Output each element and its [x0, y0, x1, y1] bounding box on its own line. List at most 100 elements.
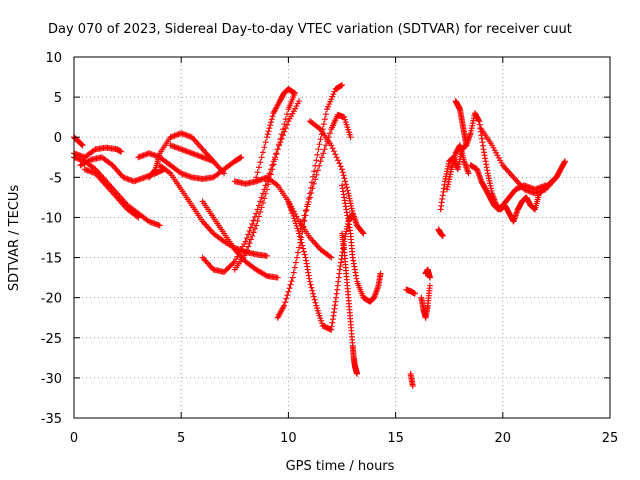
data-point-interp [506, 169, 513, 176]
data-point-interp [326, 253, 333, 260]
data-point-interp [222, 267, 229, 274]
data-point [118, 148, 125, 155]
data-point [296, 230, 303, 237]
data-point-interp [308, 189, 315, 196]
data-point-interp [203, 222, 210, 229]
data-point-interp [509, 172, 516, 179]
data-point-interp [332, 151, 339, 158]
data-point-interp [310, 180, 317, 187]
data-point-interp [258, 194, 265, 201]
data-point-interp [513, 177, 520, 184]
data-point-interp [207, 263, 214, 270]
data-point-interp [337, 163, 344, 170]
data-point-interp [302, 207, 309, 214]
data-point-interp [202, 257, 209, 264]
data-point-interp [196, 143, 203, 150]
data-point [263, 252, 270, 259]
x-tick-label: 0 [70, 431, 78, 446]
data-point-interp [246, 240, 253, 247]
data-point-interp [85, 158, 92, 165]
data-point-interp [301, 217, 308, 224]
data-point [263, 134, 270, 141]
data-point [360, 230, 367, 237]
data-point-interp [514, 178, 521, 185]
series-arc-5 [81, 166, 142, 221]
data-point-interp [326, 130, 333, 137]
data-point-interp [247, 236, 254, 243]
data-point [289, 274, 296, 281]
data-point-interp [305, 198, 312, 205]
data-point-interp [166, 169, 173, 176]
data-point-interp [214, 162, 221, 169]
data-point-interp [310, 239, 317, 246]
data-point-interp [262, 139, 269, 146]
data-point [135, 214, 142, 221]
y-tick-label: -30 [41, 372, 62, 387]
y-tick-label: -5 [49, 171, 62, 186]
series-arc-17 [296, 111, 354, 237]
data-point-interp [300, 216, 307, 223]
x-axis-label: GPS time / hours [286, 459, 395, 474]
data-point-interp [151, 167, 158, 174]
data-point-interp [318, 154, 325, 161]
data-point [439, 232, 446, 239]
data-point-interp [341, 175, 348, 182]
data-point [77, 162, 84, 169]
data-point-interp [225, 265, 232, 272]
data-point-interp [207, 227, 214, 234]
data-point-interp [265, 128, 272, 135]
data-point-interp [310, 290, 317, 297]
data-point-interp [297, 239, 304, 246]
data-point-interp [269, 113, 276, 120]
data-point-interp [206, 225, 213, 232]
data-point-interp [313, 171, 320, 178]
y-tick-label: -35 [41, 412, 62, 427]
y-axis-label: SDTVAR / TECUs [7, 185, 22, 292]
data-point-interp [343, 181, 350, 188]
data-point-interp [283, 295, 290, 302]
data-point-interp [295, 249, 302, 256]
data-point-interp [309, 287, 316, 294]
data-point-interp [314, 243, 321, 250]
data-point [426, 274, 433, 281]
data-point-interp [309, 185, 316, 192]
data-point-interp [91, 147, 98, 154]
data-point-interp [250, 229, 257, 236]
data-point-interp [81, 160, 88, 167]
data-point-interp [78, 161, 85, 168]
data-point-interp [297, 225, 304, 232]
data-point-interp [191, 137, 198, 144]
data-point-interp [286, 285, 293, 292]
data-point [409, 382, 416, 389]
data-point-interp [226, 263, 233, 270]
data-point-interp [343, 184, 350, 191]
series-arc-20 [339, 230, 361, 377]
data-point-interp [205, 224, 211, 231]
data-point-interp [257, 208, 264, 215]
data-point-interp [265, 181, 272, 188]
chart-title: Day 070 of 2023, Sidereal Day-to-day VTE… [48, 22, 572, 37]
data-point-interp [262, 272, 269, 279]
data-point-interp [261, 144, 268, 151]
data-point-interp [277, 136, 284, 143]
data-point-interp [320, 121, 327, 128]
data-point [210, 158, 217, 165]
data-point [463, 142, 470, 149]
data-point-interp [291, 264, 298, 271]
data-point-interp [262, 190, 269, 197]
data-point-interp [270, 161, 277, 168]
data-point [347, 134, 354, 141]
data-point-interp [320, 150, 327, 157]
data-point-interp [312, 240, 319, 247]
data-point [291, 90, 298, 97]
data-point [315, 146, 322, 153]
series-arc-14 [253, 86, 298, 181]
data-point-interp [281, 121, 288, 128]
data-point [306, 194, 313, 201]
data-point-interp [317, 136, 324, 143]
data-point-interp [310, 293, 317, 300]
data-point-interp [254, 217, 261, 224]
data-point-interp [321, 146, 328, 153]
data-point-interp [195, 141, 202, 148]
